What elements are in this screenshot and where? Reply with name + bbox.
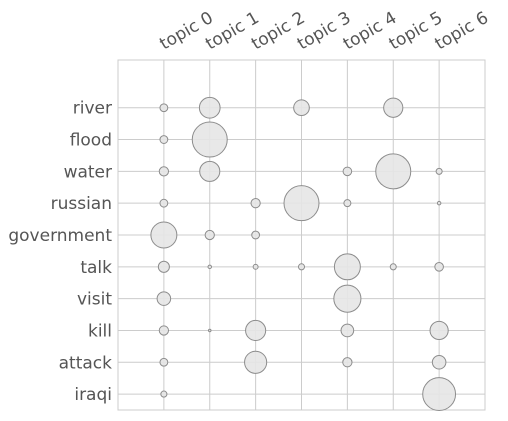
y-tick-label: iraqi <box>74 385 112 405</box>
bubble-point <box>191 121 228 158</box>
bubble-point <box>198 96 221 119</box>
bubble-point <box>159 103 169 113</box>
bubble-point <box>422 377 457 412</box>
bubble-point <box>158 325 170 336</box>
bubble-point <box>343 199 352 208</box>
bubble-point <box>199 160 221 182</box>
bubble-point <box>383 97 404 118</box>
bubble-point <box>159 357 169 367</box>
bubble-point <box>283 185 320 222</box>
bubble-point <box>251 230 261 240</box>
bubble-point <box>157 260 170 273</box>
bubble-point <box>333 253 361 281</box>
bubble-point <box>159 198 169 208</box>
bubble-point <box>340 323 355 338</box>
bubble-point <box>434 262 444 272</box>
bubble-point <box>342 166 353 177</box>
bubble-point <box>245 319 267 342</box>
y-tick-label: river <box>73 99 112 119</box>
bubble-point <box>204 229 215 241</box>
bubble-point <box>160 390 168 398</box>
bubble-point <box>333 284 362 313</box>
y-tick-label: kill <box>88 321 112 341</box>
horizontal-grid <box>118 107 485 395</box>
y-tick-label: government <box>8 226 112 246</box>
bubble-point <box>435 167 443 175</box>
bubble-point <box>252 263 259 270</box>
y-tick-label: visit <box>77 290 112 310</box>
y-tick-labels: river flood water russian government talk visi… <box>8 99 112 405</box>
bubbles <box>150 96 457 412</box>
bubble-point <box>293 99 310 117</box>
y-tick-label: attack <box>59 353 113 373</box>
bubble-point <box>158 166 170 177</box>
bubble-point <box>389 263 397 271</box>
bubble-point <box>436 200 442 206</box>
y-tick-label: water <box>64 162 112 182</box>
bubble-point <box>429 320 449 341</box>
bubble-point <box>244 350 268 374</box>
bubble-point <box>207 264 212 270</box>
y-tick-label: russian <box>51 194 112 214</box>
bubble-point <box>431 354 447 370</box>
x-tick-label: topic 6 <box>432 8 492 54</box>
bubble-point <box>208 328 212 333</box>
bubble-point <box>375 153 412 190</box>
y-tick-label: talk <box>80 258 112 278</box>
bubble-point <box>150 221 178 249</box>
bubble-point <box>297 263 306 271</box>
bubble-point <box>156 291 172 306</box>
bubble-point <box>342 357 353 368</box>
bubble-point <box>159 135 169 144</box>
bubble-point <box>250 198 261 209</box>
y-tick-label: flood <box>70 131 112 151</box>
